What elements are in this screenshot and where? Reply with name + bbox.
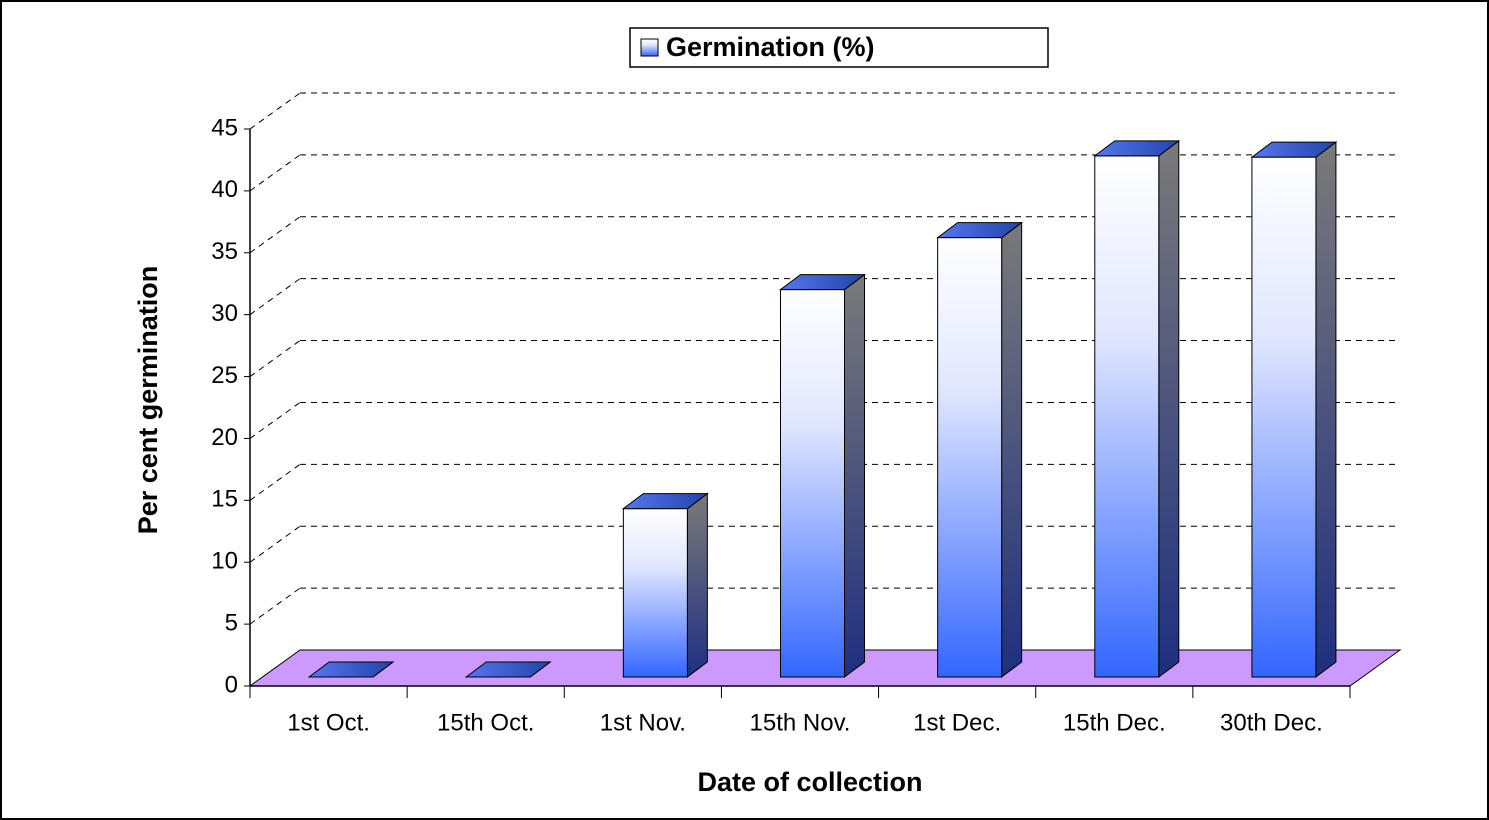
bar xyxy=(1094,155,1160,678)
x-tick-label: 15th Oct. xyxy=(437,709,534,736)
y-tick-label: 5 xyxy=(225,609,238,636)
legend-label: Germination (%) xyxy=(666,32,875,62)
y-tick-label: 40 xyxy=(211,176,238,203)
x-tick-label: 1st Oct. xyxy=(287,709,370,736)
bar-top xyxy=(621,493,709,510)
bar-side xyxy=(1315,141,1337,678)
legend: Germination (%) xyxy=(629,27,1049,68)
bar-side xyxy=(686,492,708,678)
legend-swatch xyxy=(640,38,659,57)
y-tick-label: 30 xyxy=(211,300,238,327)
y-tick-label: 25 xyxy=(211,362,238,389)
y-tick-label: 15 xyxy=(211,486,238,513)
x-tick-label: 15th Nov. xyxy=(750,709,851,736)
y-tick-label: 0 xyxy=(225,671,238,698)
bar-top xyxy=(779,274,866,291)
y-tick-label: 10 xyxy=(211,548,238,575)
bar-top xyxy=(464,661,552,678)
bar-side xyxy=(1001,221,1023,678)
bar-top xyxy=(936,222,1024,239)
bar xyxy=(780,289,845,678)
bar xyxy=(622,508,688,678)
y-tick-label: 45 xyxy=(211,114,238,141)
y-tick-label: 20 xyxy=(211,424,238,451)
bar-top xyxy=(1093,140,1181,157)
x-tick-label: 1st Nov. xyxy=(600,709,686,736)
bar-side xyxy=(844,273,865,678)
y-axis-label: Per cent germination xyxy=(133,266,163,535)
x-tick-label: 15th Dec. xyxy=(1063,709,1166,736)
bar xyxy=(1251,156,1317,678)
bar-side xyxy=(1158,139,1180,678)
x-axis-label: Date of collection xyxy=(697,767,922,797)
legend-box xyxy=(629,27,1049,68)
x-tick-label: 1st Dec. xyxy=(913,709,1001,736)
bar-top xyxy=(1250,141,1338,158)
y-tick-label: 35 xyxy=(211,238,238,265)
bar-top xyxy=(307,661,395,678)
bar xyxy=(937,237,1003,678)
x-tick-label: 30th Dec. xyxy=(1220,709,1323,736)
